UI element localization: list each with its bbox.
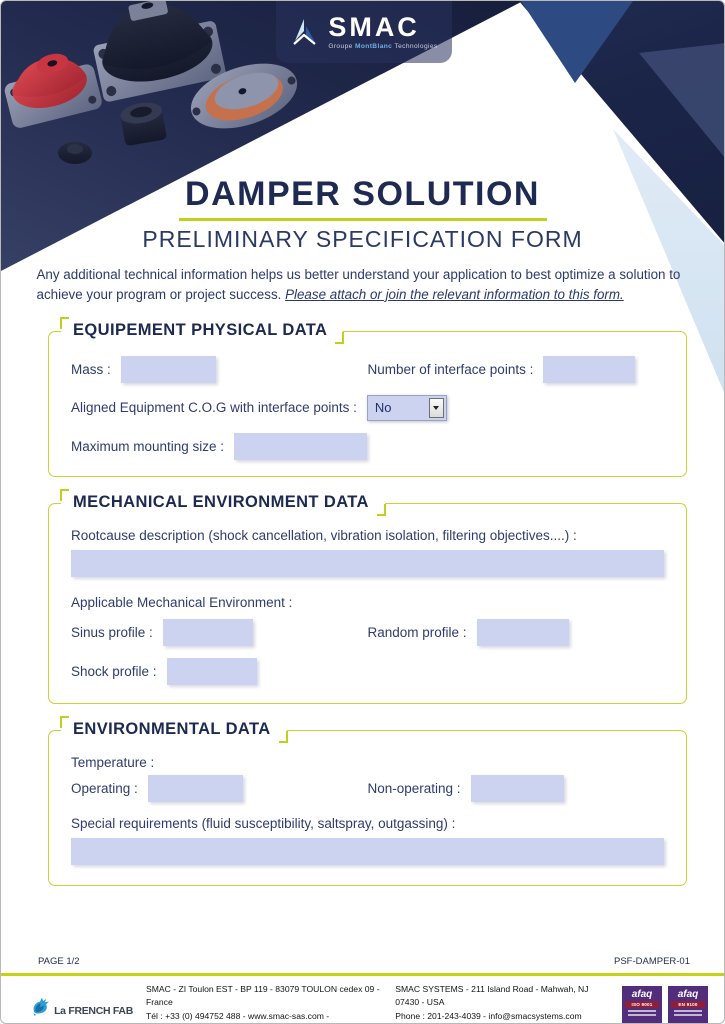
bracket-icon xyxy=(60,488,69,501)
applicable-env-label: Applicable Mechanical Environment : xyxy=(71,594,293,610)
doc-reference: PSF-DAMPER-01 xyxy=(613,955,690,967)
section-environmental-data: ENVIRONMENTAL DATA Temperature : Operati… xyxy=(48,715,687,886)
mass-label: Mass : xyxy=(71,361,111,377)
mounting-size-input[interactable] xyxy=(234,432,368,460)
bracket-icon xyxy=(335,331,345,344)
section-mechanical-environment-data: MECHANICAL ENVIRONMENT DATA Rootcause de… xyxy=(48,488,687,704)
shock-profile-label: Shock profile : xyxy=(71,663,157,679)
intro-emphasis: Please attach or join the relevant infor… xyxy=(285,286,624,302)
random-profile-label: Random profile : xyxy=(367,624,467,640)
bracket-icon xyxy=(278,730,288,743)
footer: La FRENCH FAB SMAC - ZI Toulon EST - BP … xyxy=(1,976,724,1023)
french-fab-label: La FRENCH FAB xyxy=(54,1004,133,1017)
smac-france-address: SMAC - ZI Toulon EST - BP 119 - 83079 TO… xyxy=(146,983,380,1021)
sinus-profile-input[interactable] xyxy=(162,618,253,646)
footer-meta: PAGE 1/2 PSF-DAMPER-01 xyxy=(1,956,724,967)
interface-points-input[interactable] xyxy=(543,355,636,383)
section-title: EQUIPEMENT PHYSICAL DATA xyxy=(60,316,345,344)
section-title: MECHANICAL ENVIRONMENT DATA xyxy=(60,488,386,516)
cog-dropdown[interactable]: No xyxy=(366,394,447,421)
afaq-iso9001-badge: afaq ISO 9001 xyxy=(622,985,662,1023)
interface-points-label: Number of interface points : xyxy=(367,361,534,377)
footer-divider xyxy=(1,972,724,976)
smac-systems-address: SMAC SYSTEMS - 211 Island Road - Mahwah,… xyxy=(395,983,589,1021)
random-profile-input[interactable] xyxy=(476,618,569,646)
temperature-label: Temperature : xyxy=(71,754,155,770)
intro-paragraph: Any additional technical information hel… xyxy=(36,266,681,302)
title-block: DAMPER SOLUTION PRELIMINARY SPECIFICATIO… xyxy=(1,175,724,253)
page-number: PAGE 1/2 xyxy=(38,955,80,967)
operating-label: Operating : xyxy=(71,780,138,796)
cog-dropdown-value: No xyxy=(374,400,392,416)
non-operating-input[interactable] xyxy=(470,774,564,802)
rootcause-label: Rootcause description (shock cancellatio… xyxy=(71,527,577,543)
caret-down-icon xyxy=(433,405,440,410)
rooster-icon xyxy=(33,997,49,1016)
sinus-profile-label: Sinus profile : xyxy=(71,624,153,640)
non-operating-label: Non-operating : xyxy=(367,780,461,796)
cog-label: Aligned Equipment C.O.G with interface p… xyxy=(71,400,357,416)
afaq-en9100-badge: afaq EN 9100 xyxy=(668,985,708,1023)
section-equipment-physical-data: EQUIPEMENT PHYSICAL DATA Mass : Number o… xyxy=(48,316,687,477)
bracket-icon xyxy=(60,715,69,728)
french-fab-logo: La FRENCH FAB xyxy=(29,983,133,1023)
operating-input[interactable] xyxy=(147,774,243,802)
mass-input[interactable] xyxy=(120,355,216,383)
cog-dropdown-button[interactable] xyxy=(428,397,444,418)
bracket-icon xyxy=(60,316,69,329)
shock-profile-input[interactable] xyxy=(166,657,257,685)
title-underline xyxy=(178,217,547,221)
page-subtitle: PRELIMINARY SPECIFICATION FORM xyxy=(142,225,583,252)
page-title: DAMPER SOLUTION xyxy=(185,175,540,213)
mounting-size-label: Maximum mounting size : xyxy=(71,438,225,454)
section-title: ENVIRONMENTAL DATA xyxy=(60,715,288,743)
special-requirements-label: Special requirements (fluid susceptibili… xyxy=(71,815,456,831)
bracket-icon xyxy=(376,503,386,516)
certification-badges: afaq ISO 9001 afaq EN 9100 xyxy=(622,983,708,1023)
special-requirements-input[interactable] xyxy=(71,837,664,865)
rootcause-input[interactable] xyxy=(71,549,664,577)
